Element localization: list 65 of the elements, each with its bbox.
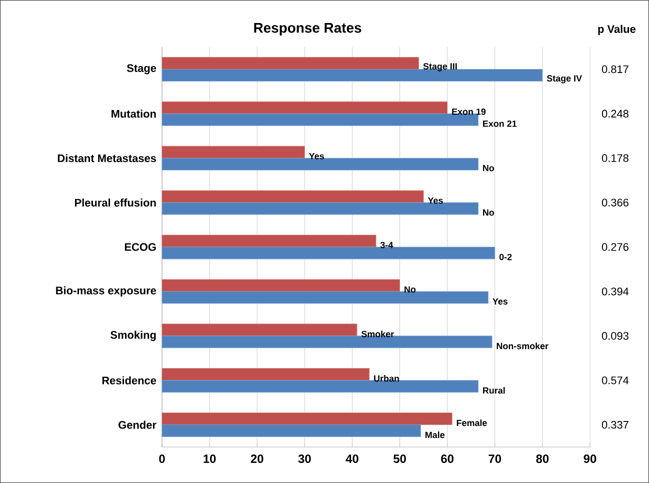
y-tick-label: Pleural effusion — [75, 198, 156, 207]
x-tick-label: 80 — [536, 454, 549, 463]
data-label: No — [483, 164, 494, 172]
x-tick-label: 60 — [441, 454, 454, 463]
bar — [162, 424, 421, 437]
y-tick-label: Mutation — [112, 110, 156, 118]
data-label: No — [404, 286, 416, 293]
text: 0.366 — [602, 198, 628, 206]
data-label: Smoker — [361, 330, 394, 338]
x-tick-label: 70 — [488, 454, 502, 463]
bar — [162, 412, 452, 425]
data-label: Exon 19 — [452, 108, 486, 115]
x-tick-label: 40 — [346, 454, 358, 463]
y-tick-label: Bio-mass exposure — [56, 286, 156, 297]
data-label: Stage III — [423, 63, 457, 72]
bar — [162, 113, 478, 126]
y-tick-label: Residence — [102, 376, 156, 384]
data-label: No — [483, 209, 494, 216]
bar — [162, 146, 305, 158]
data-label: Yes — [428, 197, 443, 204]
data-label: Rural — [483, 387, 505, 394]
data-label: Non-smoker — [496, 342, 548, 350]
x-tick-label: 0 — [159, 454, 165, 463]
bar — [162, 324, 358, 336]
bar — [162, 291, 488, 304]
data-label: Female — [456, 419, 487, 426]
data-label: Urban — [374, 375, 399, 382]
bar — [162, 190, 424, 203]
x-tick-label: 50 — [394, 454, 406, 463]
y-tick-label: ECOG — [124, 243, 156, 251]
y-tick-label: Stage — [126, 64, 156, 74]
data-label: 0-2 — [499, 254, 512, 260]
bar — [162, 368, 370, 381]
text: 0.337 — [602, 420, 628, 429]
y-tick-label: Gender — [118, 420, 156, 429]
data-label: Male — [425, 431, 445, 438]
x-tick-label: 10 — [204, 454, 216, 463]
text: 0.248 — [602, 110, 628, 118]
text: 0.093 — [602, 332, 628, 340]
data-label: Stage IV — [546, 75, 582, 84]
data-label: Exon 21 — [483, 120, 517, 127]
text: 0.574 — [602, 376, 629, 384]
data-label: 3-4 — [380, 242, 394, 248]
text: p Value — [598, 24, 636, 36]
x-tick-label: 30 — [298, 454, 311, 464]
text: 0.817 — [602, 65, 628, 74]
bar — [162, 57, 419, 70]
x-tick-label: 20 — [250, 454, 264, 463]
bar — [162, 202, 478, 215]
bar — [162, 234, 376, 248]
data-label: Yes — [492, 298, 508, 305]
bar — [162, 101, 448, 114]
bar — [162, 246, 496, 260]
x-tick-label: 90 — [584, 454, 596, 463]
bar — [162, 279, 400, 292]
data-label: Yes — [309, 152, 324, 160]
y-tick-label: Distant Metastases — [58, 154, 156, 162]
y-tick-label: Smoking — [110, 330, 156, 342]
bar — [162, 380, 478, 393]
text: 0.394 — [602, 288, 629, 296]
bar — [162, 158, 478, 170]
text: 0.178 — [602, 154, 628, 162]
chart-title: Response Rates — [254, 23, 362, 36]
text: 0.276 — [602, 243, 628, 251]
bar — [162, 336, 492, 348]
